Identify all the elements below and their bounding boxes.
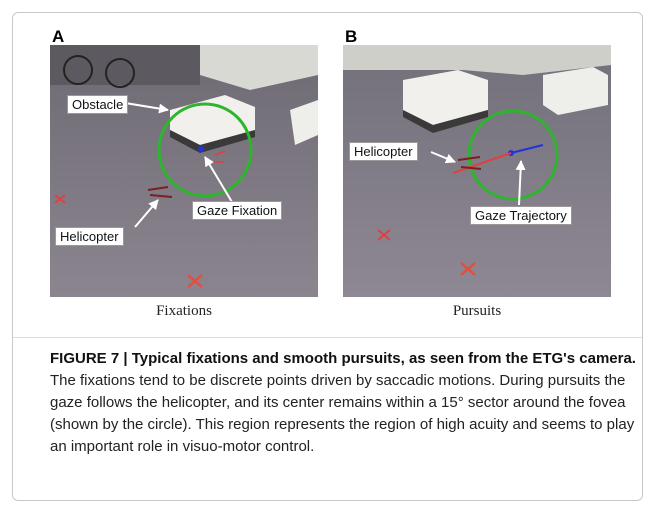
annotation: Gaze Fixation	[192, 201, 283, 220]
figure-caption: FIGURE 7 | Typical fixations and smooth …	[50, 348, 642, 458]
figure-frame	[12, 12, 643, 501]
annotation: Gaze Trajectory	[470, 206, 572, 225]
panel-caption: Fixations	[156, 303, 212, 319]
annotation: Obstacle	[67, 95, 129, 114]
separator	[13, 337, 642, 338]
panel-label: B	[345, 27, 358, 46]
panel-caption: Pursuits	[452, 303, 502, 319]
annotation: Helicopter	[349, 142, 418, 161]
photo-pursuits	[343, 45, 611, 297]
caption-label: FIGURE 7 | Typical fixations and smooth …	[50, 350, 636, 367]
panel-label: A	[52, 27, 65, 46]
annotation: Helicopter	[55, 227, 124, 246]
caption-text: The fixations tend to be discrete points…	[50, 372, 635, 455]
photo-fixations	[50, 45, 318, 297]
